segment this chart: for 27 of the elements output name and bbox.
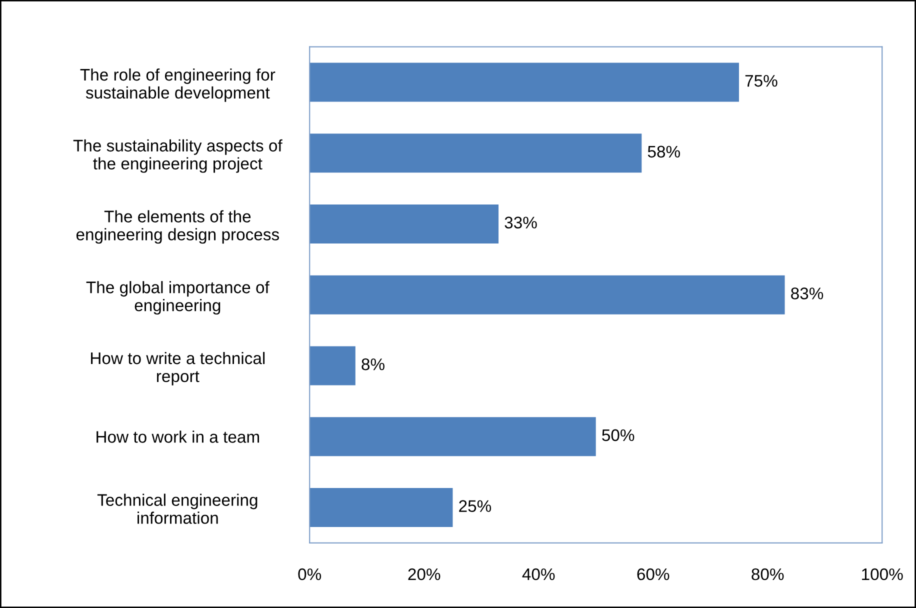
x-tick-label: 100% — [862, 568, 903, 580]
y-tick-label: Technical engineering information — [97, 494, 258, 524]
x-tick-label: 20% — [408, 568, 440, 580]
y-tick-label: How to write a technical report — [91, 352, 265, 386]
bar — [310, 62, 739, 102]
y-tick-label: The global importance of engineering — [86, 281, 270, 315]
y-tick-label: How to work in a team — [96, 430, 260, 443]
bar — [310, 417, 596, 456]
x-tick-label: 0% — [298, 568, 322, 580]
x-tick-label: 40% — [522, 568, 555, 580]
x-tick-label: 60% — [637, 568, 670, 580]
data-label: 25% — [459, 500, 492, 512]
bar — [310, 134, 642, 173]
data-label: 50% — [602, 429, 634, 442]
bar — [310, 346, 356, 386]
y-tick-label: The elements of the engineering design process — [76, 210, 279, 244]
data-label: 33% — [504, 216, 537, 228]
bar — [310, 488, 453, 527]
y-tick-label: The sustainability aspects of the engineering project — [73, 139, 282, 173]
y-tick-label: The role of engineering for sustainable development — [80, 68, 276, 102]
data-label: 83% — [791, 288, 824, 300]
bar — [310, 275, 785, 314]
data-label: 58% — [648, 146, 680, 158]
data-label: 75% — [745, 75, 778, 87]
x-tick-label: 80% — [752, 568, 784, 580]
bar — [310, 204, 499, 244]
data-label: 8% — [362, 358, 384, 370]
